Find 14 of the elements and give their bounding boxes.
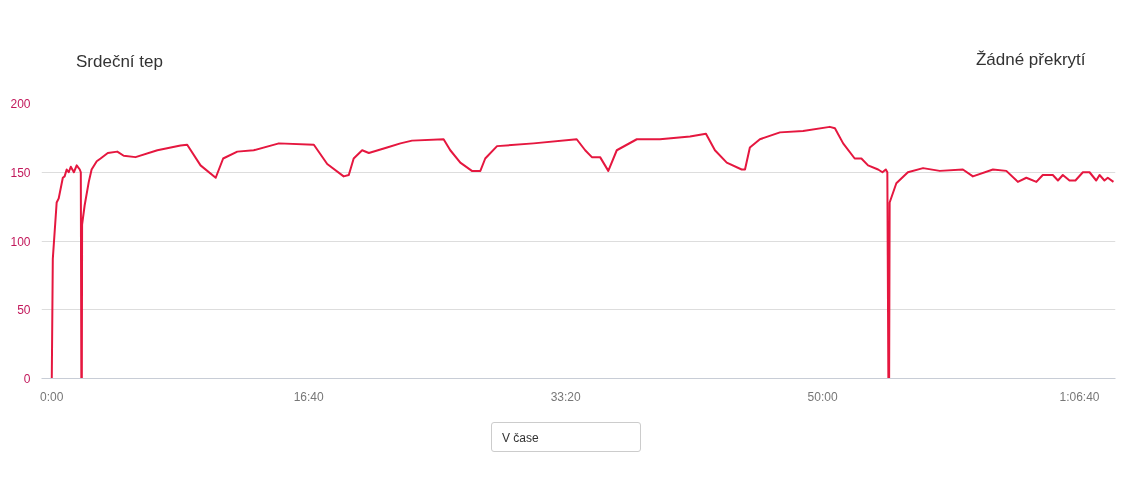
x-tick-label: 16:40: [293, 389, 325, 404]
y-tick-label: 200: [10, 97, 31, 111]
x-tick-label: 50:00: [807, 389, 838, 404]
y-tick-label: 50: [17, 303, 31, 318]
line-series: [50, 125, 1115, 379]
text: Srdeční tep: [76, 52, 163, 72]
text: V čase: [502, 430, 539, 447]
y-tick-label: 150: [10, 165, 31, 180]
x-tick-label: 33:20: [550, 389, 581, 404]
text: Žádné překrytí: [975, 49, 1086, 69]
x-tick-label: 1:06:40: [1059, 389, 1100, 404]
y-tick-label: 0: [23, 372, 31, 386]
x-tick-label: 0:00: [40, 389, 64, 404]
y-tick-label: 100: [10, 234, 31, 249]
